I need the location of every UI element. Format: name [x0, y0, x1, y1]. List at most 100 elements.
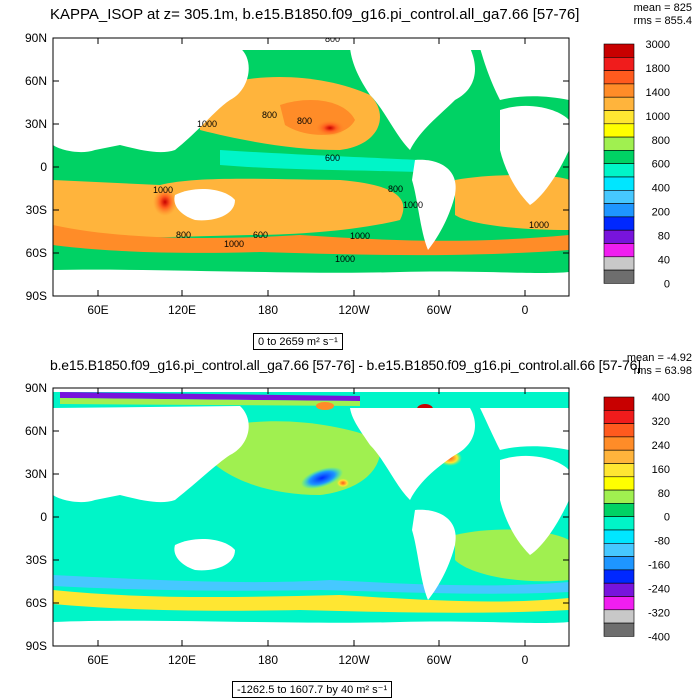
panel2-asia: [53, 406, 249, 503]
contour-label: 800: [176, 230, 191, 240]
colorbar-swatch: [603, 556, 635, 571]
colorbar-swatch: [603, 56, 635, 71]
panel1-contour-labels: 800 1000 800 800 600 1000 800 1000 1000 …: [153, 34, 549, 264]
x-tick-label: 60W: [427, 653, 452, 667]
panel1-asia: [53, 48, 249, 153]
contour-label: 1000: [153, 185, 173, 195]
colorbar-label: 320: [652, 416, 670, 428]
colorbar-label: 600: [652, 159, 670, 171]
colorbar-swatch: [603, 176, 635, 191]
panel2-antarctica: [53, 620, 569, 646]
colorbar-swatch: [603, 203, 635, 218]
panel1-europe: [480, 48, 569, 100]
panel2-title: b.e15.B1850.f09_g16.pi_control.all_ga7.6…: [50, 357, 641, 373]
colorbar-swatch: [603, 70, 635, 85]
panel1-antarctica: [53, 269, 569, 296]
panel2-mean: mean = -4.92: [626, 352, 692, 364]
colorbar-swatch: [603, 396, 635, 411]
colorbar-label: -80: [654, 536, 670, 548]
panel2-npacific-high: [336, 478, 350, 488]
colorbar-label: 40: [658, 254, 670, 266]
panel1-rms: rms = 855.4: [633, 15, 692, 27]
panel1-namerica: [350, 48, 475, 150]
panel2-arctic-orange: [316, 402, 334, 410]
colorbar-swatch: [603, 436, 635, 451]
colorbar-swatch: [603, 83, 635, 98]
panel1-npacific-hotspot: [315, 120, 345, 136]
panel2-southern-blue: [53, 575, 569, 594]
colorbar-label: 1000: [646, 111, 670, 123]
colorbar-label: -160: [648, 560, 670, 572]
panel2-npacific-low: [300, 467, 344, 489]
y-tick-label: 60S: [26, 246, 47, 260]
colorbar-swatch: [603, 123, 635, 138]
colorbar-label: 0: [664, 278, 670, 290]
y-tick-label: 90S: [26, 639, 47, 653]
contour-label: 800: [325, 34, 340, 44]
colorbar-label: 0: [664, 512, 670, 524]
x-tick-label: 180: [258, 303, 278, 317]
colorbar-label: 400: [652, 392, 670, 404]
y-tick-label: 0: [40, 510, 47, 524]
panel2-australia: [174, 538, 235, 571]
colorbar-label: -240: [648, 584, 670, 596]
colorbar-label: -400: [648, 631, 670, 643]
y-tick-label: 60N: [25, 74, 47, 88]
contour-label: 1000: [335, 254, 355, 264]
colorbar-swatch: [603, 463, 635, 478]
x-tick-label: 0: [522, 653, 529, 667]
colorbar-label: -320: [648, 607, 670, 619]
contour-label: 800: [262, 110, 277, 120]
colorbar-swatch: [603, 96, 635, 111]
colorbar-swatch: [603, 269, 635, 284]
colorbar-swatch: [603, 229, 635, 244]
y-tick-label: 90S: [26, 289, 47, 303]
contour-label: 1000: [197, 119, 217, 129]
y-tick-label: 30N: [25, 467, 47, 481]
colorbar-swatch: [603, 529, 635, 544]
panel2-map: [53, 388, 569, 646]
panel1-samerica: [412, 159, 456, 250]
colorbar-swatch: [603, 489, 635, 504]
colorbar-swatch: [603, 596, 635, 611]
panel1-map: 800 1000 800 800 600 1000 800 1000 1000 …: [53, 34, 569, 296]
colorbar-label: 240: [652, 440, 670, 452]
panel1-southern-band: [53, 225, 569, 256]
panel2-samerica: [412, 509, 456, 600]
y-tick-label: 90N: [25, 31, 47, 45]
contour-label: 800: [388, 184, 403, 194]
colorbar-swatch: [603, 409, 635, 424]
colorbar-swatch: [603, 503, 635, 517]
colorbar-swatch: [603, 136, 635, 151]
colorbar-label: 800: [652, 135, 670, 147]
y-tick-label: 60N: [25, 424, 47, 438]
colorbar-swatch: [603, 243, 635, 258]
colorbar-swatch: [603, 622, 635, 637]
contour-label: 1000: [224, 239, 244, 249]
colorbar-swatch: [603, 516, 635, 531]
colorbar-label: 160: [652, 464, 670, 476]
contour-label: 1000: [350, 231, 370, 241]
y-tick-label: 30S: [26, 553, 47, 567]
x-tick-label: 120E: [168, 303, 196, 317]
y-tick-label: 60S: [26, 596, 47, 610]
panel1-africa: [500, 105, 569, 205]
panel1-mean: mean = 825: [633, 2, 692, 14]
panel1-australia: [174, 188, 235, 221]
y-tick-label: 30N: [25, 117, 47, 131]
panel1-range-label: 0 to 2659 m² s⁻¹: [253, 333, 343, 350]
panel2-range-label: -1262.5 to 1607.7 by 40 m² s⁻¹: [232, 681, 393, 698]
colorbar-swatch: [603, 569, 635, 584]
colorbar-label: 1400: [646, 87, 670, 99]
colorbar-swatch: [603, 216, 635, 231]
y-tick-label: 0: [40, 160, 47, 174]
colorbar-label: 1800: [646, 63, 670, 75]
x-tick-label: 180: [258, 653, 278, 667]
panel2-southern-yellow: [53, 590, 569, 613]
x-tick-label: 60E: [87, 303, 108, 317]
colorbar-label: 3000: [646, 39, 670, 51]
colorbar-swatch: [603, 190, 635, 204]
colorbar-swatch: [603, 542, 635, 557]
panel2-rms: rms = 63.98: [633, 365, 692, 377]
